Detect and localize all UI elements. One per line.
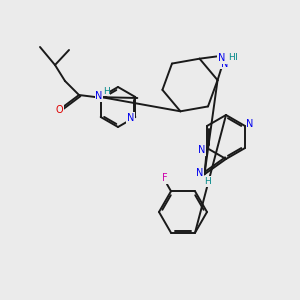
Text: H: H bbox=[103, 86, 110, 95]
Text: N: N bbox=[218, 53, 225, 63]
Text: N: N bbox=[127, 113, 134, 123]
Text: -: - bbox=[227, 53, 230, 63]
Text: N: N bbox=[196, 168, 203, 178]
Text: H: H bbox=[230, 53, 237, 62]
Text: N: N bbox=[95, 91, 103, 101]
Text: O: O bbox=[55, 105, 63, 115]
Text: N: N bbox=[246, 119, 254, 129]
Text: F: F bbox=[162, 173, 168, 183]
Text: N: N bbox=[221, 59, 228, 69]
Text: H: H bbox=[228, 53, 235, 62]
Text: H: H bbox=[204, 177, 211, 186]
Text: N: N bbox=[198, 145, 206, 155]
